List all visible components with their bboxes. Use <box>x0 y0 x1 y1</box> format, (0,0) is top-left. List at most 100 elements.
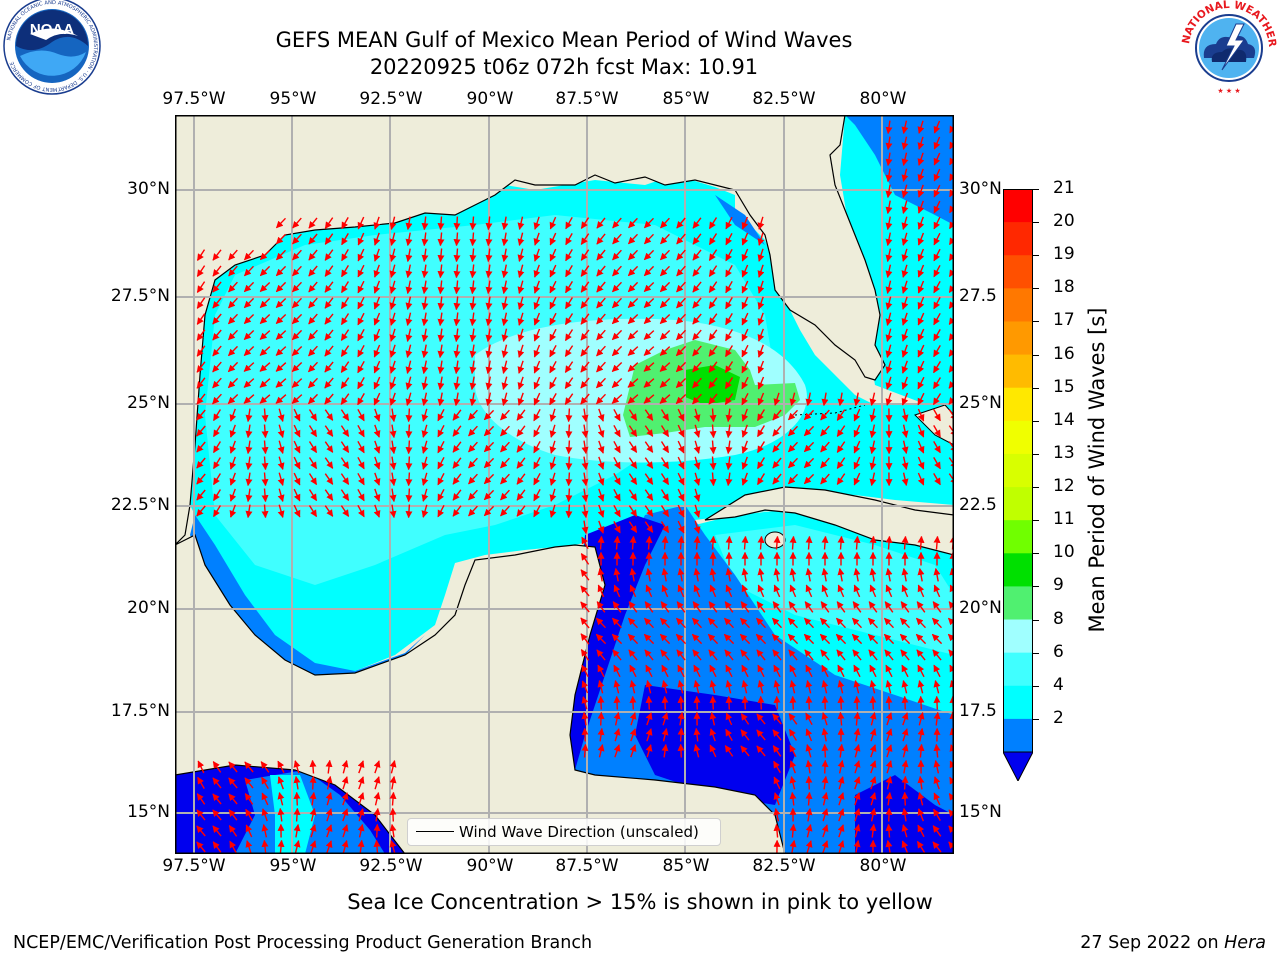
wind-wave-arrow <box>229 488 237 502</box>
wind-wave-arrow <box>660 649 670 661</box>
colorbar-tick-mark <box>1033 652 1039 654</box>
wind-wave-arrow <box>581 727 589 742</box>
wind-wave-arrow <box>453 392 461 407</box>
wind-wave-arrow <box>324 409 334 421</box>
wind-wave-arrow <box>917 472 925 486</box>
wind-wave-arrow <box>853 711 861 726</box>
wind-wave-arrow <box>324 505 334 517</box>
wind-wave-arrow <box>773 664 781 678</box>
wind-wave-arrow <box>373 312 381 326</box>
wind-wave-arrow <box>789 392 797 406</box>
wind-wave-arrow <box>517 280 525 294</box>
wind-wave-arrow <box>373 488 381 502</box>
wind-wave-arrow <box>421 344 429 359</box>
lon-label-bottom-4: 87.5°W <box>555 856 619 876</box>
wind-wave-arrow <box>820 601 830 613</box>
wind-wave-arrow <box>212 377 222 389</box>
wind-wave-arrow <box>693 664 701 678</box>
wind-wave-arrow <box>757 680 765 694</box>
wind-wave-arrow <box>228 297 238 309</box>
wind-wave-arrow <box>196 281 206 293</box>
wind-wave-arrow <box>517 392 525 406</box>
wind-wave-arrow <box>805 695 813 710</box>
wind-wave-arrow <box>917 120 925 134</box>
wind-wave-arrow <box>627 313 639 325</box>
wind-wave-arrow <box>611 617 623 629</box>
wind-wave-arrow <box>357 248 365 262</box>
wind-wave-arrow <box>917 136 925 150</box>
wind-wave-arrow <box>821 680 829 694</box>
wind-wave-arrow <box>291 281 303 293</box>
wind-wave-arrow <box>741 535 749 550</box>
wind-wave-arrow <box>917 168 925 182</box>
wind-wave-arrow <box>340 425 350 437</box>
wind-wave-arrow <box>340 345 350 357</box>
wind-wave-arrow <box>340 377 350 389</box>
wind-wave-arrow <box>883 617 895 629</box>
wind-wave-arrow <box>725 440 733 455</box>
wind-wave-arrow <box>581 536 589 550</box>
wind-wave-arrow <box>533 472 541 486</box>
wind-wave-arrow <box>628 217 638 229</box>
wind-wave-arrow <box>389 296 397 310</box>
wind-wave-arrow <box>517 344 525 358</box>
wind-wave-arrow <box>196 425 206 437</box>
wind-wave-arrow <box>469 344 477 359</box>
wind-wave-arrow <box>645 712 653 726</box>
wind-wave-arrow <box>933 711 941 726</box>
wind-wave-arrow <box>853 472 861 486</box>
colorbar-tick: 6 <box>1053 641 1064 662</box>
wind-wave-arrow <box>468 441 478 453</box>
wind-wave-arrow <box>357 312 365 326</box>
wind-wave-arrow <box>373 823 381 838</box>
lon-label-top-6: 82.5°W <box>752 89 816 109</box>
wind-wave-arrow <box>389 488 397 503</box>
wind-wave-arrow <box>485 280 493 295</box>
wind-wave-arrow <box>341 249 349 262</box>
wind-wave-arrow <box>660 409 670 422</box>
wind-wave-arrow <box>212 345 222 357</box>
wind-wave-arrow <box>901 216 909 230</box>
colorbar-tick: 2 <box>1053 707 1064 728</box>
wind-wave-arrow <box>611 313 623 325</box>
wind-wave-arrow <box>595 633 607 645</box>
wind-wave-arrow <box>659 362 671 372</box>
wind-wave-arrow <box>869 408 877 423</box>
wind-wave-arrow <box>837 695 845 710</box>
wind-wave-arrow <box>565 265 573 278</box>
wind-wave-arrow <box>725 695 733 710</box>
wind-wave-arrow <box>917 408 925 422</box>
wind-wave-arrow <box>917 344 925 358</box>
wind-wave-arrow <box>452 473 462 485</box>
wind-wave-arrow <box>405 344 413 358</box>
wind-wave-arrow <box>277 424 285 438</box>
wind-wave-arrow <box>725 456 733 471</box>
wind-wave-arrow <box>805 535 813 550</box>
wind-wave-arrow <box>627 378 639 388</box>
wind-wave-arrow <box>597 440 605 454</box>
colorbar-segment <box>1003 321 1033 356</box>
wind-wave-arrow <box>675 345 687 357</box>
wind-wave-arrow <box>373 839 381 854</box>
wind-wave-arrow <box>389 248 397 262</box>
wind-wave-arrow <box>692 329 702 341</box>
wind-wave-arrow <box>869 664 877 678</box>
wind-wave-arrow <box>228 281 238 293</box>
wind-wave-arrow <box>469 248 477 263</box>
wind-wave-arrow <box>708 601 718 613</box>
wind-wave-arrow <box>933 584 941 598</box>
wind-wave-arrow <box>901 280 909 294</box>
wind-wave-arrow <box>917 584 925 598</box>
wind-wave-arrow <box>580 329 590 341</box>
wind-wave-arrow <box>644 441 654 453</box>
wind-wave-arrow <box>901 791 909 806</box>
wind-wave-arrow <box>741 392 749 406</box>
colorbar-tick: 16 <box>1053 343 1075 364</box>
wind-wave-arrow <box>933 136 941 150</box>
wind-wave-arrow <box>869 535 877 550</box>
lon-label-top-0: 97.5°W <box>162 89 226 109</box>
wind-wave-arrow <box>565 216 573 230</box>
wind-wave-arrow <box>708 233 718 246</box>
lon-label-top-7: 80°W <box>859 89 907 109</box>
wind-wave-arrow <box>196 345 206 357</box>
